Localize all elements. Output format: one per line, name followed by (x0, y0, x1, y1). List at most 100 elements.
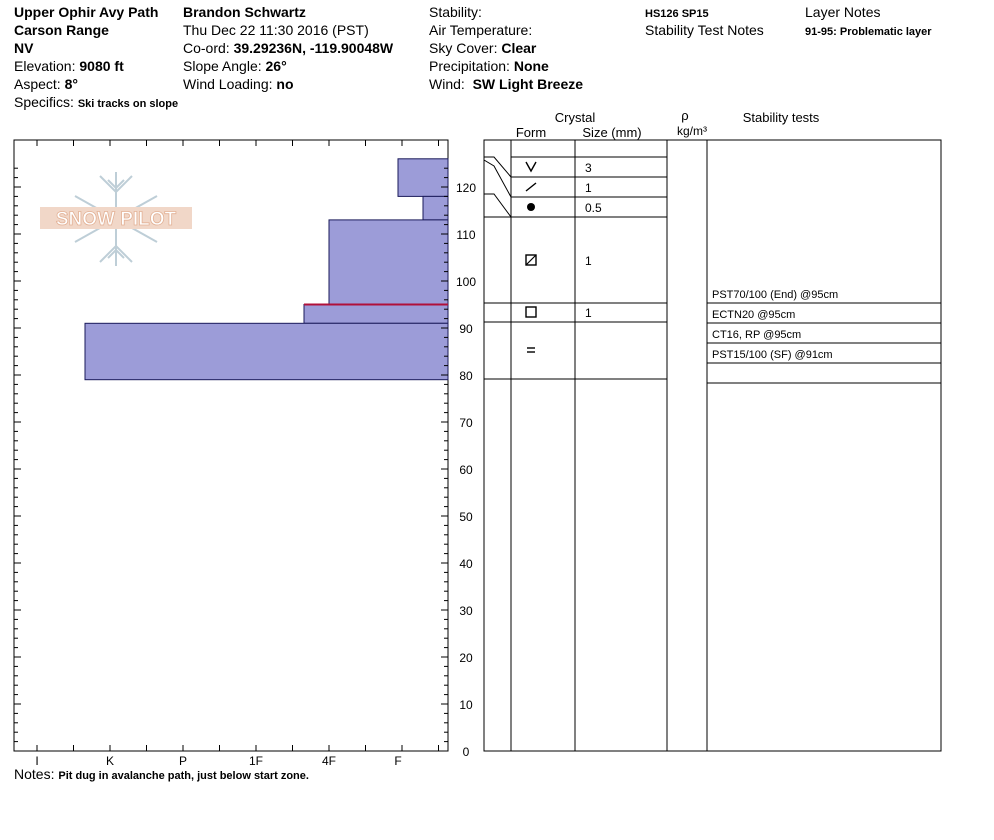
aspect-row: Aspect: 8° (14, 76, 78, 93)
aspect-label: Aspect: (14, 76, 61, 92)
logo-banner (40, 207, 192, 229)
grain-size-value: 0.5 (585, 201, 602, 215)
melt-forms-icon (527, 203, 535, 211)
stability-test-entry: ECTN20 @95cm (712, 309, 795, 321)
logo-text: SNOW PILOT (56, 209, 177, 230)
wind-row: Wind: SW Light Breeze (429, 76, 583, 93)
depth-tick-label: 40 (459, 557, 473, 571)
wind-layer-icon (527, 347, 535, 353)
stability-tests-header: Stability tests (743, 110, 820, 125)
slope-value: 26° (265, 58, 287, 74)
grain-size-value: 3 (585, 161, 592, 175)
precip-row: Precipitation: None (429, 58, 549, 75)
layer-notes-label: Layer Notes (805, 4, 881, 20)
grain-rows: 3 1 0.5 1 1 (484, 156, 667, 380)
grain-size-value: 1 (585, 181, 592, 195)
hardness-tick-label: F (394, 754, 401, 768)
state: NV (14, 40, 34, 56)
grain-table: 3 1 0.5 1 1 PST70/100 (End) @95cm ECTN20 @95c… (483, 139, 942, 752)
hardness-ticks: I K P 1F 4F F (35, 140, 439, 768)
hardness-layer-bar (328, 219, 449, 305)
stability-label: Stability: (429, 4, 482, 20)
slope-row: Slope Angle: 26° (183, 58, 287, 75)
density-unit: kg/m³ (677, 124, 707, 138)
precip-value: None (513, 58, 549, 74)
depth-axis: 0 10 20 30 40 50 60 70 80 90 100 110 120 (14, 167, 476, 759)
depth-tick-label: 0 (463, 745, 470, 759)
hardness-layer-bar (422, 195, 449, 221)
observer-name: Brandon Schwartz (183, 4, 306, 20)
crystal-header: Crystal (555, 110, 596, 125)
depth-tick-label: 80 (459, 369, 473, 383)
depth-tick-label: 90 (459, 322, 473, 336)
stability-test-entry: CT16, RP @95cm (712, 329, 801, 341)
sky-value: Clear (501, 40, 537, 56)
location-name: Upper Ophir Avy Path (14, 4, 159, 20)
air-temp-label: Air Temperature: (429, 22, 533, 38)
specifics-row: Specifics: Ski tracks on slope (14, 94, 178, 113)
layer-connector (484, 193, 512, 218)
depth-tick-label: 110 (456, 228, 475, 242)
mountain-range: Carson Range (14, 22, 109, 38)
faceted-crystals-icon (525, 306, 537, 318)
hardness-layer-bar (397, 158, 449, 197)
wind-loading-value: no (276, 76, 294, 92)
wind-loading-label: Wind Loading: (183, 76, 273, 92)
hardness-tick-label: 1F (249, 754, 263, 768)
depth-tick-label: 60 (459, 463, 473, 477)
specifics-value: Ski tracks on slope (77, 98, 179, 110)
layer-connector (483, 159, 512, 198)
grain-size-value: 1 (585, 254, 592, 268)
elevation-value: 9080 ft (79, 58, 124, 74)
hardness-tick-label: P (179, 754, 187, 768)
hardness-layer-bar (303, 304, 449, 324)
depth-tick-label: 10 (459, 698, 473, 712)
depth-tick-label: 120 (456, 181, 476, 195)
hardness-layer-bar (84, 322, 449, 381)
precipitation-particles-icon (525, 161, 537, 173)
wind-value: SW Light Breeze (472, 76, 584, 92)
wind-label: Wind: (429, 76, 465, 92)
depth-tick-label: 100 (456, 275, 476, 289)
depth-tick-label: 70 (459, 416, 473, 430)
faceted-rounded-icon (525, 254, 537, 266)
stability-tests-list: PST70/100 (End) @95cm ECTN20 @95cm CT16, R… (707, 289, 941, 384)
stability-test-notes-label: Stability Test Notes (645, 22, 764, 38)
hardness-tick-label: K (106, 754, 114, 768)
stability-test-entry: PST15/100 (SF) @91cm (712, 349, 833, 361)
hs-sp-values: HS126 SP15 (645, 8, 709, 20)
precip-label: Precipitation: (429, 58, 510, 74)
depth-tick-label: 50 (459, 510, 473, 524)
coord-row: Co-ord: 39.29236N, -119.90048W (183, 40, 393, 57)
size-header: Size (mm) (582, 125, 641, 140)
decomposing-fragments-icon (525, 182, 537, 192)
hardness-plot-frame (13, 139, 449, 752)
sky-row: Sky Cover: Clear (429, 40, 536, 57)
elevation-label: Elevation: (14, 58, 76, 74)
aspect-value: 8° (64, 76, 78, 92)
notes-value: Pit dug in avalanche path, just below st… (58, 770, 309, 782)
grain-size-value: 1 (585, 306, 592, 320)
hardness-layers (84, 158, 449, 381)
slope-label: Slope Angle: (183, 58, 262, 74)
depth-tick-label: 20 (459, 651, 473, 665)
coord-value: 39.29236N, -119.90048W (233, 40, 394, 56)
snowpilot-logo: SNOW PILOT (40, 172, 192, 266)
layer-notes-value: 91-95: Problematic layer (805, 26, 932, 38)
stability-test-entry: PST70/100 (End) @95cm (712, 289, 838, 301)
density-header: ρ (681, 108, 688, 123)
hardness-tick-label: 4F (322, 754, 336, 768)
observation-datetime: Thu Dec 22 11:30 2016 (PST) (183, 22, 369, 38)
notes-row: Notes: Pit dug in avalanche path, just b… (14, 766, 309, 785)
specifics-label: Specifics: (14, 94, 74, 110)
form-header: Form (516, 125, 546, 140)
layer-connectors (483, 156, 512, 218)
sky-label: Sky Cover: (429, 40, 498, 56)
layer-connector (484, 156, 512, 178)
wind-loading-row: Wind Loading: no (183, 76, 294, 93)
coord-label: Co-ord: (183, 40, 230, 56)
notes-label: Notes: (14, 766, 55, 782)
elevation-row: Elevation: 9080 ft (14, 58, 124, 75)
hardness-tick-label: I (35, 754, 38, 768)
